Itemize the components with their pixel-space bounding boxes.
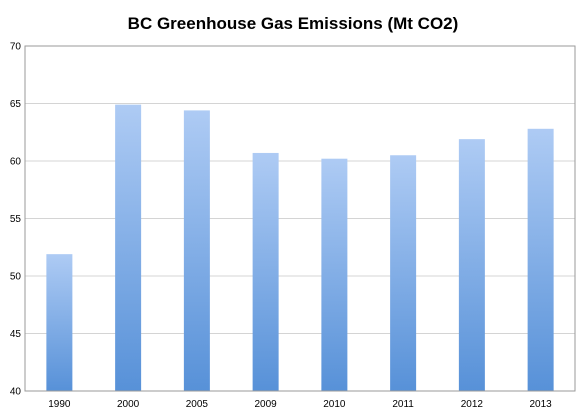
y-tick-label: 65 (10, 99, 22, 110)
x-tick-label: 2011 (392, 399, 414, 410)
y-tick-label: 50 (10, 272, 22, 283)
bars (46, 104, 554, 392)
bar-1990 (46, 254, 73, 391)
x-tick-labels: 1990 2000 2005 2009 2010 2011 2012 2013 (48, 399, 552, 410)
y-tick-label: 60 (10, 157, 22, 168)
chart-title: BC Greenhouse Gas Emissions (Mt CO2) (128, 14, 459, 33)
x-tick-label: 2009 (255, 399, 278, 410)
plot-frame (24, 45, 576, 392)
y-tick-label: 45 (10, 329, 22, 340)
bar-2009 (252, 152, 279, 391)
bar-2012 (458, 139, 485, 391)
y-tick-label: 40 (10, 387, 22, 398)
x-tick-label: 2012 (461, 399, 484, 410)
y-tick-label: 70 (10, 42, 22, 53)
gridlines (25, 45, 575, 392)
x-tick-label: 1990 (48, 399, 71, 410)
x-tick-label: 2005 (186, 399, 209, 410)
axes (24, 45, 576, 392)
y-tick-label: 55 (10, 214, 22, 225)
bar-2000 (115, 104, 142, 392)
bar-2010 (321, 158, 348, 391)
bar-2013 (527, 128, 554, 392)
x-tick-label: 2000 (117, 399, 140, 410)
bar-2011 (390, 155, 417, 391)
x-tick-label: 2010 (323, 399, 346, 410)
y-tick-labels: 40 45 50 55 60 65 70 (10, 42, 22, 398)
bar-2005 (183, 110, 210, 392)
x-tick-label: 2013 (530, 399, 553, 410)
